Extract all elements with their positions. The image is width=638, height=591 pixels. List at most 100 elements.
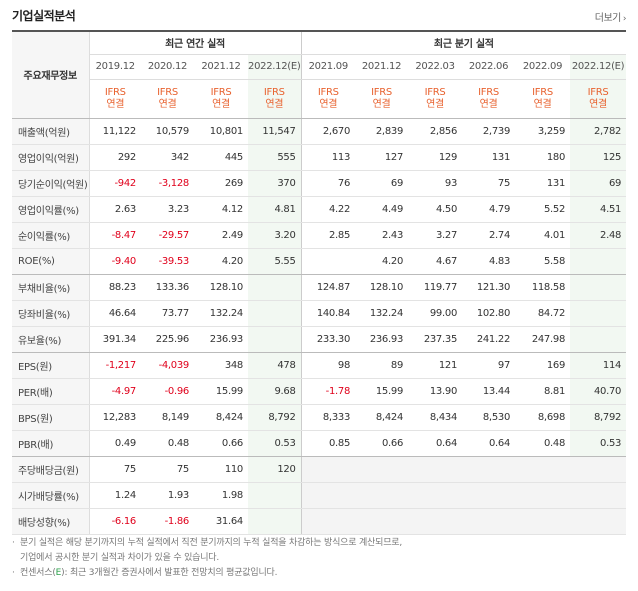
empty-cell [462, 508, 516, 535]
annual-value-cell: 73.77 [141, 300, 194, 327]
annual-value-cell [248, 274, 302, 301]
annual-value-cell: 391.34 [89, 326, 141, 353]
annual-value-cell: 75 [89, 456, 141, 483]
quarter-value-cell: 4.50 [408, 196, 463, 223]
row-label: 유보율(%) [12, 326, 90, 353]
empty-cell [408, 456, 463, 483]
quarter-value-cell: 4.67 [408, 248, 463, 275]
quarter-value-cell: 113 [301, 144, 356, 171]
quarter-value-cell: 0.48 [515, 430, 571, 457]
quarter-value-cell: 102.80 [462, 300, 516, 327]
quarter-value-cell: 3,259 [515, 118, 571, 145]
accounting-basis-label: IFRS 연결 [301, 79, 356, 119]
row-label: 당기순이익(억원) [12, 170, 90, 197]
quarter-value-cell: 97 [462, 352, 516, 379]
quarter-value-cell: 119.77 [408, 274, 463, 301]
annual-period-header: 2019.12 [89, 54, 141, 80]
quarter-value-cell: 140.84 [301, 300, 356, 327]
annual-value-cell: 3.23 [141, 196, 194, 223]
annual-value-cell: 370 [248, 170, 302, 197]
row-label: BPS(원) [12, 404, 90, 431]
quarter-value-cell: 8,530 [462, 404, 516, 431]
annual-value-cell [248, 300, 302, 327]
annual-value-cell: 110 [194, 456, 248, 483]
row-label: PBR(배) [12, 430, 90, 457]
quarter-value-cell: 247.98 [515, 326, 571, 353]
annual-value-cell: 10,801 [194, 118, 248, 145]
row-label: PER(배) [12, 378, 90, 405]
table-row: 유보율(%) 391.34 225.96 236.93 233.30 236.93 237.… [12, 326, 627, 353]
annual-value-cell: 445 [194, 144, 248, 171]
footnote-2: · 컨센서스(E): 최근 3개월간 증권사에서 발표한 전망치의 평균값입니다. [12, 568, 278, 578]
accounting-basis-label: IFRS 연결 [462, 79, 516, 119]
empty-cell [462, 456, 516, 483]
empty-cell [355, 482, 409, 509]
annual-value-cell: 0.53 [248, 430, 302, 457]
annual-value-cell: 4.81 [248, 196, 302, 223]
quarter-group-header: 최근 분기 실적 [301, 32, 627, 55]
quarter-value-cell: 4.22 [301, 196, 356, 223]
annual-value-cell: 4.20 [194, 248, 248, 275]
annual-value-cell: 478 [248, 352, 302, 379]
annual-value-cell: 11,547 [248, 118, 302, 145]
row-label: 당좌비율(%) [12, 300, 90, 327]
annual-value-cell: 133.36 [141, 274, 194, 301]
annual-value-cell: 3.20 [248, 222, 302, 249]
annual-value-cell: 0.49 [89, 430, 141, 457]
empty-cell [301, 508, 356, 535]
quarter-period-header: 2021.09 [301, 54, 356, 80]
row-label: 주당배당금(원) [12, 456, 90, 483]
quarter-value-cell: 8,792 [570, 404, 627, 431]
quarter-value-cell: 8,333 [301, 404, 356, 431]
more-link[interactable]: 더보기 › [595, 9, 627, 24]
quarter-value-cell: 99.00 [408, 300, 463, 327]
quarter-value-cell: 4.79 [462, 196, 516, 223]
table-row: BPS(원) 12,283 8,149 8,424 8,792 8,333 8,424 8,4… [12, 404, 627, 431]
annual-value-cell: -6.16 [89, 508, 141, 535]
annual-value-cell: 88.23 [89, 274, 141, 301]
annual-value-cell: -1,217 [89, 352, 141, 379]
annual-value-cell: 269 [194, 170, 248, 197]
quarter-value-cell: 89 [355, 352, 409, 379]
annual-value-cell: 8,424 [194, 404, 248, 431]
annual-value-cell: 555 [248, 144, 302, 171]
quarter-period-header: 2021.12 [355, 54, 409, 80]
quarter-value-cell: 8.81 [515, 378, 571, 405]
row-label: 영업이익률(%) [12, 196, 90, 223]
quarter-value-cell: 0.66 [355, 430, 409, 457]
quarter-value-cell: 15.99 [355, 378, 409, 405]
empty-cell [462, 482, 516, 509]
accounting-basis-label: IFRS 연결 [570, 79, 627, 119]
annual-value-cell: 132.24 [194, 300, 248, 327]
quarter-value-cell: 2.43 [355, 222, 409, 249]
annual-value-cell: 8,149 [141, 404, 194, 431]
annual-value-cell: 0.48 [141, 430, 194, 457]
annual-value-cell: 4.12 [194, 196, 248, 223]
quarter-value-cell: 124.87 [301, 274, 356, 301]
quarter-value-cell: 233.30 [301, 326, 356, 353]
quarter-value-cell: 121.30 [462, 274, 516, 301]
quarter-value-cell: 237.35 [408, 326, 463, 353]
accounting-basis-label: IFRS 연결 [355, 79, 409, 119]
quarter-value-cell: 75 [462, 170, 516, 197]
quarter-value-cell: 40.70 [570, 378, 627, 405]
section-title: 기업실적분석 [12, 9, 76, 23]
annual-value-cell: -3,128 [141, 170, 194, 197]
annual-value-cell: 120 [248, 456, 302, 483]
quarter-value-cell: 4.51 [570, 196, 627, 223]
accounting-basis-label: IFRS 연결 [248, 79, 302, 119]
quarter-period-header: 2022.09 [515, 54, 571, 80]
empty-cell [408, 508, 463, 535]
empty-cell [570, 482, 627, 509]
quarter-value-cell: 236.93 [355, 326, 409, 353]
annual-period-header: 2021.12 [194, 54, 248, 80]
empty-cell [355, 456, 409, 483]
quarter-period-header: 2022.03 [408, 54, 463, 80]
annual-value-cell: 31.64 [194, 508, 248, 535]
quarter-value-cell: 129 [408, 144, 463, 171]
footnotes: · 분기 실적은 해당 분기까지의 누적 실적에서 직전 분기까지의 누적 실적을… [12, 536, 626, 581]
accounting-basis-label: IFRS 연결 [141, 79, 194, 119]
quarter-value-cell: 13.90 [408, 378, 463, 405]
annual-value-cell: -29.57 [141, 222, 194, 249]
row-label: 시가배당률(%) [12, 482, 90, 509]
